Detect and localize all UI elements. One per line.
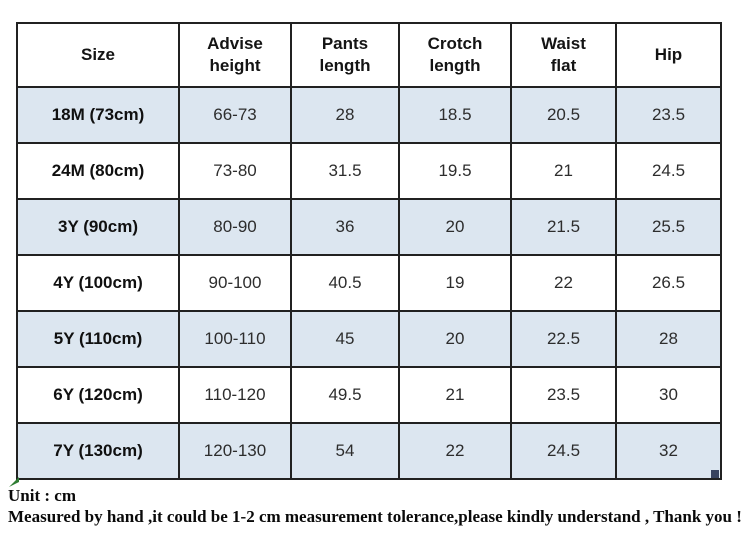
table-cell-pants-length: 28 [290, 86, 400, 144]
table-header: Size Advise height Pants length Crotch l… [16, 22, 722, 88]
row-size-cell: 18M (73cm) [16, 86, 180, 144]
table-cell-hip: 30 [615, 366, 722, 424]
fill-handle-icon [711, 470, 719, 478]
table-cell-crotch-length: 19 [398, 254, 512, 312]
table-row: 5Y (110cm) 100-110 45 20 22.5 28 [16, 310, 722, 368]
notes: Unit : cm Measured by hand ,it could be … [8, 486, 742, 527]
table-cell-hip: 26.5 [615, 254, 722, 312]
row-size-cell: 3Y (90cm) [16, 198, 180, 256]
table-cell-advise-height: 100-110 [178, 310, 292, 368]
table-cell-pants-length: 45 [290, 310, 400, 368]
table-cell-hip: 28 [615, 310, 722, 368]
table-cell-crotch-length: 18.5 [398, 86, 512, 144]
table-cell-pants-length: 40.5 [290, 254, 400, 312]
tolerance-note: Measured by hand ,it could be 1-2 cm mea… [8, 507, 742, 526]
row-size-cell: 7Y (130cm) [16, 422, 180, 480]
size-table-body: 18M (73cm) 66-73 28 18.5 20.5 23.5 24M (80cm) 7… [16, 86, 722, 480]
table-cell-crotch-length: 21 [398, 366, 512, 424]
table-cell-advise-height: 66-73 [178, 86, 292, 144]
table-cell-pants-length: 36 [290, 198, 400, 256]
table-cell-advise-height: 110-120 [178, 366, 292, 424]
table-cell-waist-flat: 24.5 [510, 422, 617, 480]
table-cell-waist-flat: 20.5 [510, 86, 617, 144]
table-cell-advise-height: 120-130 [178, 422, 292, 480]
unit-note: Unit : cm [8, 486, 76, 505]
header-row: Size Advise height Pants length Crotch l… [16, 22, 722, 88]
row-size-cell: 5Y (110cm) [16, 310, 180, 368]
table-cell-waist-flat: 22.5 [510, 310, 617, 368]
table-cell-pants-length: 54 [290, 422, 400, 480]
header-pants-length: Pants length [290, 22, 400, 88]
table-cell-hip: 23.5 [615, 86, 722, 144]
table-cell-hip: 32 [615, 422, 722, 480]
header-crotch-length: Crotch length [398, 22, 512, 88]
table-cell-hip: 24.5 [615, 142, 722, 200]
table-cell-crotch-length: 20 [398, 310, 512, 368]
header-hip: Hip [615, 22, 722, 88]
table-cell-pants-length: 31.5 [290, 142, 400, 200]
table-row: 4Y (100cm) 90-100 40.5 19 22 26.5 [16, 254, 722, 312]
row-size-cell: 4Y (100cm) [16, 254, 180, 312]
header-waist-flat: Waist flat [510, 22, 617, 88]
table-cell-advise-height: 73-80 [178, 142, 292, 200]
table-cell-hip: 25.5 [615, 198, 722, 256]
table-row: 7Y (130cm) 120-130 54 22 24.5 32 [16, 422, 722, 480]
row-size-cell: 24M (80cm) [16, 142, 180, 200]
size-chart-table: Size Advise height Pants length Crotch l… [16, 22, 722, 480]
corner-marker-green-icon [9, 477, 19, 487]
table-cell-crotch-length: 22 [398, 422, 512, 480]
table-cell-waist-flat: 22 [510, 254, 617, 312]
header-advise-height: Advise height [178, 22, 292, 88]
table-cell-advise-height: 90-100 [178, 254, 292, 312]
table-cell-waist-flat: 21.5 [510, 198, 617, 256]
table-cell-pants-length: 49.5 [290, 366, 400, 424]
row-size-cell: 6Y (120cm) [16, 366, 180, 424]
header-size: Size [16, 22, 180, 88]
table-cell-crotch-length: 20 [398, 198, 512, 256]
table-cell-crotch-length: 19.5 [398, 142, 512, 200]
table-row: 6Y (120cm) 110-120 49.5 21 23.5 30 [16, 366, 722, 424]
table-cell-advise-height: 80-90 [178, 198, 292, 256]
table-row: 18M (73cm) 66-73 28 18.5 20.5 23.5 [16, 86, 722, 144]
table-cell-waist-flat: 23.5 [510, 366, 617, 424]
table-cell-waist-flat: 21 [510, 142, 617, 200]
table-row: 3Y (90cm) 80-90 36 20 21.5 25.5 [16, 198, 722, 256]
table-row: 24M (80cm) 73-80 31.5 19.5 21 24.5 [16, 142, 722, 200]
